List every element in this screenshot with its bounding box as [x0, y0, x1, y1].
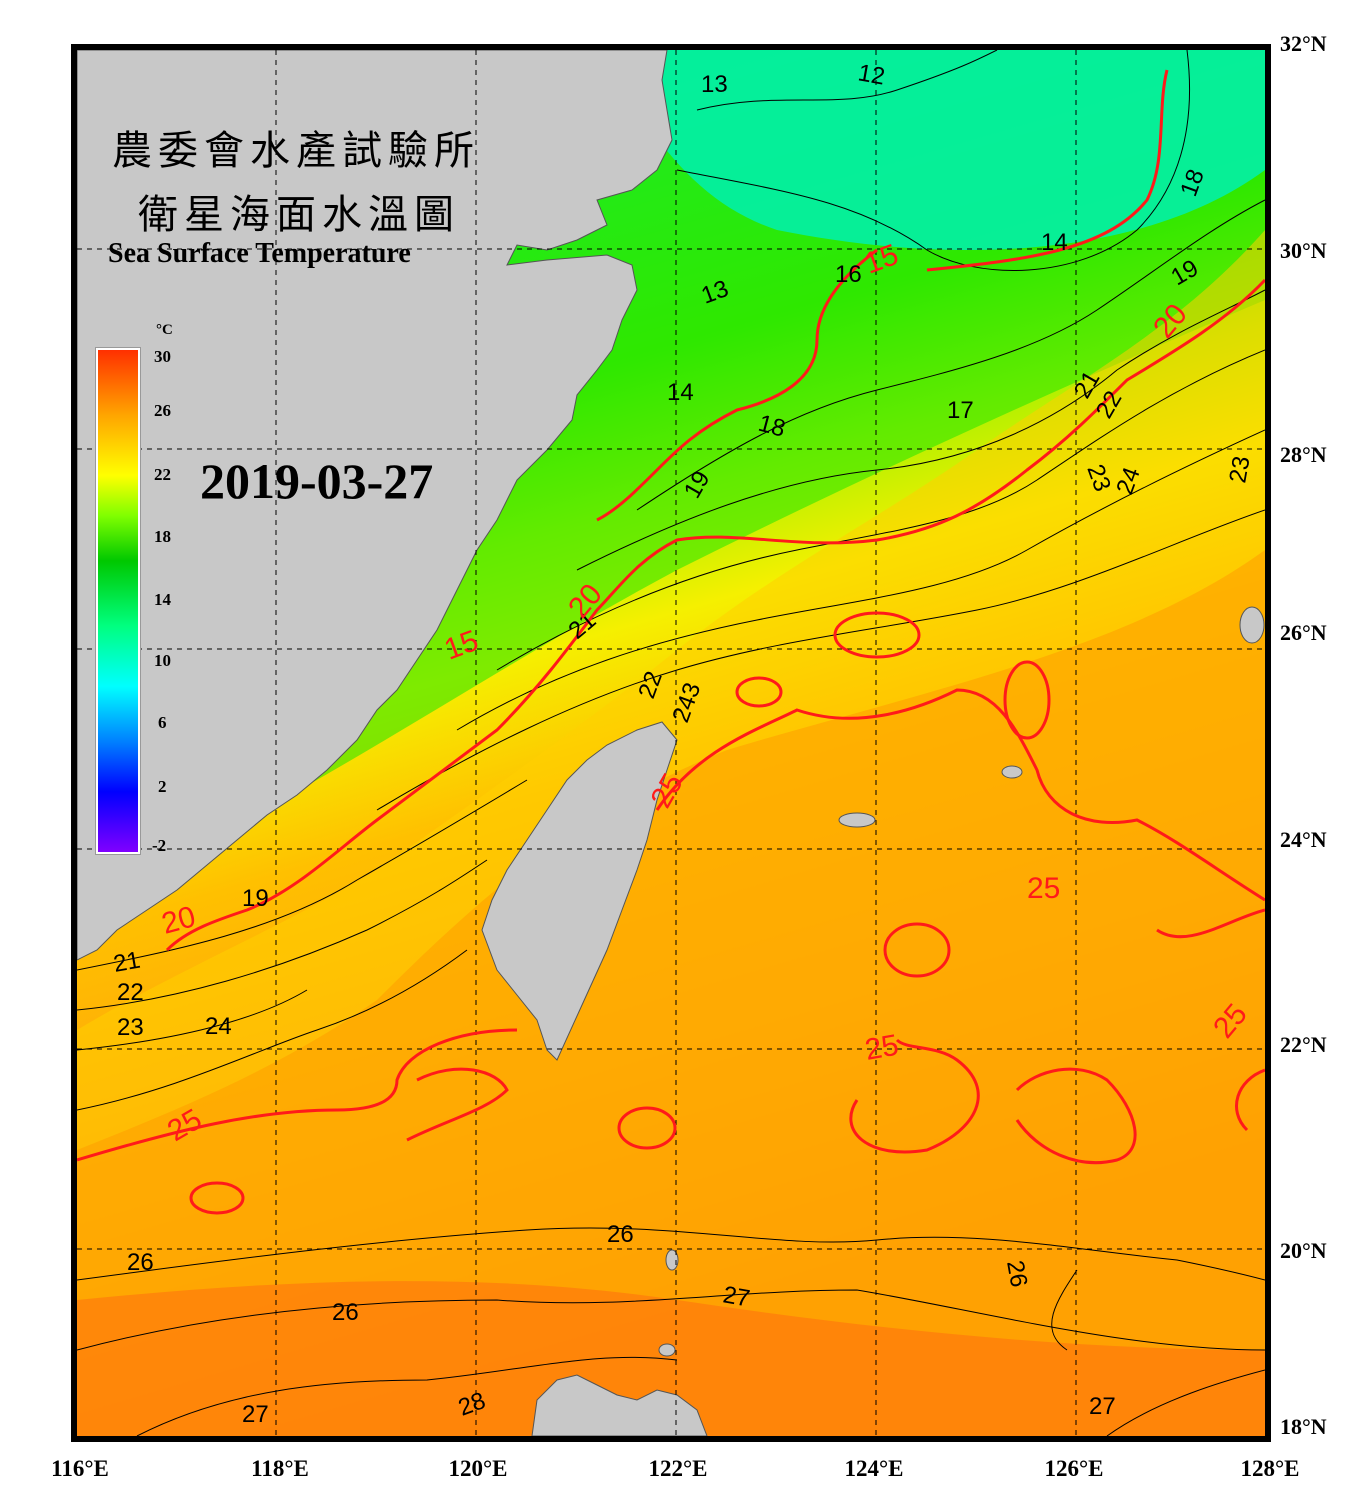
- ryukyu-island: [1001, 765, 1023, 779]
- contour-label: 16: [835, 261, 862, 288]
- contour-label: 26: [607, 1221, 634, 1248]
- lon-label-118e: 118°E: [251, 1456, 309, 1481]
- contour-label: 24: [205, 1013, 232, 1040]
- taiwan-island: [481, 721, 678, 1061]
- lon-label-116e: 116°E: [51, 1456, 109, 1481]
- lon-label-126e: 126°E: [1044, 1456, 1104, 1481]
- ryukyu-island: [838, 812, 876, 828]
- lat-label-28n: 28°N: [1280, 442, 1327, 467]
- isotherm-25-loop: [1235, 1068, 1265, 1132]
- lat-label-24n: 24°N: [1280, 827, 1327, 852]
- isotherm-25-loop: [617, 1106, 677, 1150]
- contour-labels-black: 13 12 18 14 13 16 17 19 14 18 19 21 22 2…: [111, 59, 1255, 1428]
- colorbar-tick: 6: [158, 713, 167, 732]
- colorbar-tick: 26: [154, 401, 171, 420]
- contour-label: 25: [862, 1029, 901, 1067]
- isotherms-minor: [77, 50, 1265, 1436]
- isotherm-25: [655, 688, 1265, 902]
- lon-label-124e: 124°E: [844, 1456, 904, 1481]
- lon-label-120e: 120°E: [448, 1456, 508, 1481]
- title-chinese-line2: 衛星海面水溫圖: [138, 192, 460, 238]
- batanes-island: [665, 1249, 679, 1271]
- contour-label: 23: [1224, 454, 1255, 485]
- sst-map: 13 12 18 14 13 16 17 19 14 18 19 21 22 2…: [71, 44, 1271, 1442]
- contour-label: 14: [1041, 229, 1068, 256]
- contour-label: 21: [111, 947, 142, 978]
- isotherm-25-loop: [833, 611, 921, 659]
- date-label: 2019-03-27: [200, 453, 434, 509]
- isotherm-25-loop: [1003, 660, 1051, 740]
- colorbar-tick: -2: [152, 836, 167, 855]
- isotherm-15-north: [926, 69, 1169, 272]
- contour-label: 12: [856, 59, 887, 90]
- colorbar-tick: 18: [154, 527, 171, 546]
- lat-label-20n: 20°N: [1280, 1238, 1327, 1263]
- colorbar-tick: 10: [154, 651, 171, 670]
- isotherm-25-loop: [883, 922, 951, 978]
- isotherm-25-loop: [406, 1067, 509, 1142]
- contour-label: 17: [947, 397, 974, 424]
- lat-label-22n: 22°N: [1280, 1032, 1327, 1057]
- isotherm-25-loop: [735, 676, 783, 708]
- sst-map-canvas: 13 12 18 14 13 16 17 19 14 18 19 21 22 2…: [77, 50, 1265, 1436]
- lat-label-30n: 30°N: [1280, 238, 1327, 263]
- contour-label: 23: [117, 1014, 144, 1041]
- contour-label: 14: [667, 379, 694, 406]
- graticule: [77, 50, 1265, 1436]
- contour-label: 22: [117, 979, 144, 1006]
- contour-label: 19: [242, 885, 269, 912]
- luzon-land: [531, 1374, 708, 1436]
- isotherms-major: [77, 69, 1265, 1215]
- colorbar: [95, 347, 141, 855]
- contour-label: 26: [127, 1249, 154, 1276]
- colorbar-tick: 14: [154, 590, 171, 609]
- contour-label: 26: [332, 1299, 359, 1326]
- colorbar-unit: °C: [156, 322, 173, 338]
- lat-label-18n: 18°N: [1280, 1414, 1327, 1439]
- contour-label: 26: [1001, 1258, 1032, 1289]
- contour-label: 27: [242, 1401, 269, 1428]
- contour-label: 27: [721, 1281, 752, 1312]
- babuyan-island: [658, 1343, 676, 1357]
- china-mainland: [77, 50, 673, 961]
- isotherm-15: [596, 248, 878, 522]
- orange-band: [77, 550, 1265, 1436]
- isotherm-25-loop: [1015, 1067, 1137, 1165]
- lat-label-32n: 32°N: [1280, 31, 1327, 56]
- contour-label: 27: [1089, 1393, 1116, 1420]
- warm-south-band: [77, 1281, 1265, 1436]
- contour-label: 13: [701, 71, 728, 98]
- title-english: Sea Surface Temperature: [108, 238, 411, 269]
- isotherm-25-west: [77, 1028, 518, 1162]
- colorbar-tick: 2: [158, 777, 167, 796]
- lon-label-128e: 128°E: [1240, 1456, 1300, 1481]
- isotherm-25-loop: [849, 1038, 980, 1154]
- isotherm-25-loop: [1156, 908, 1265, 939]
- isotherm-20: [165, 278, 1265, 952]
- lon-label-122e: 122°E: [648, 1456, 708, 1481]
- kyushu-island: [1239, 606, 1265, 644]
- isotherm-25-loop: [189, 1181, 245, 1215]
- colorbar-tick: 22: [154, 465, 171, 484]
- title-chinese-line1: 農委會水產試驗所: [112, 128, 480, 174]
- lat-label-26n: 26°N: [1280, 620, 1327, 645]
- colorbar-tick: 30: [154, 347, 171, 366]
- contour-label: 25: [1027, 872, 1060, 905]
